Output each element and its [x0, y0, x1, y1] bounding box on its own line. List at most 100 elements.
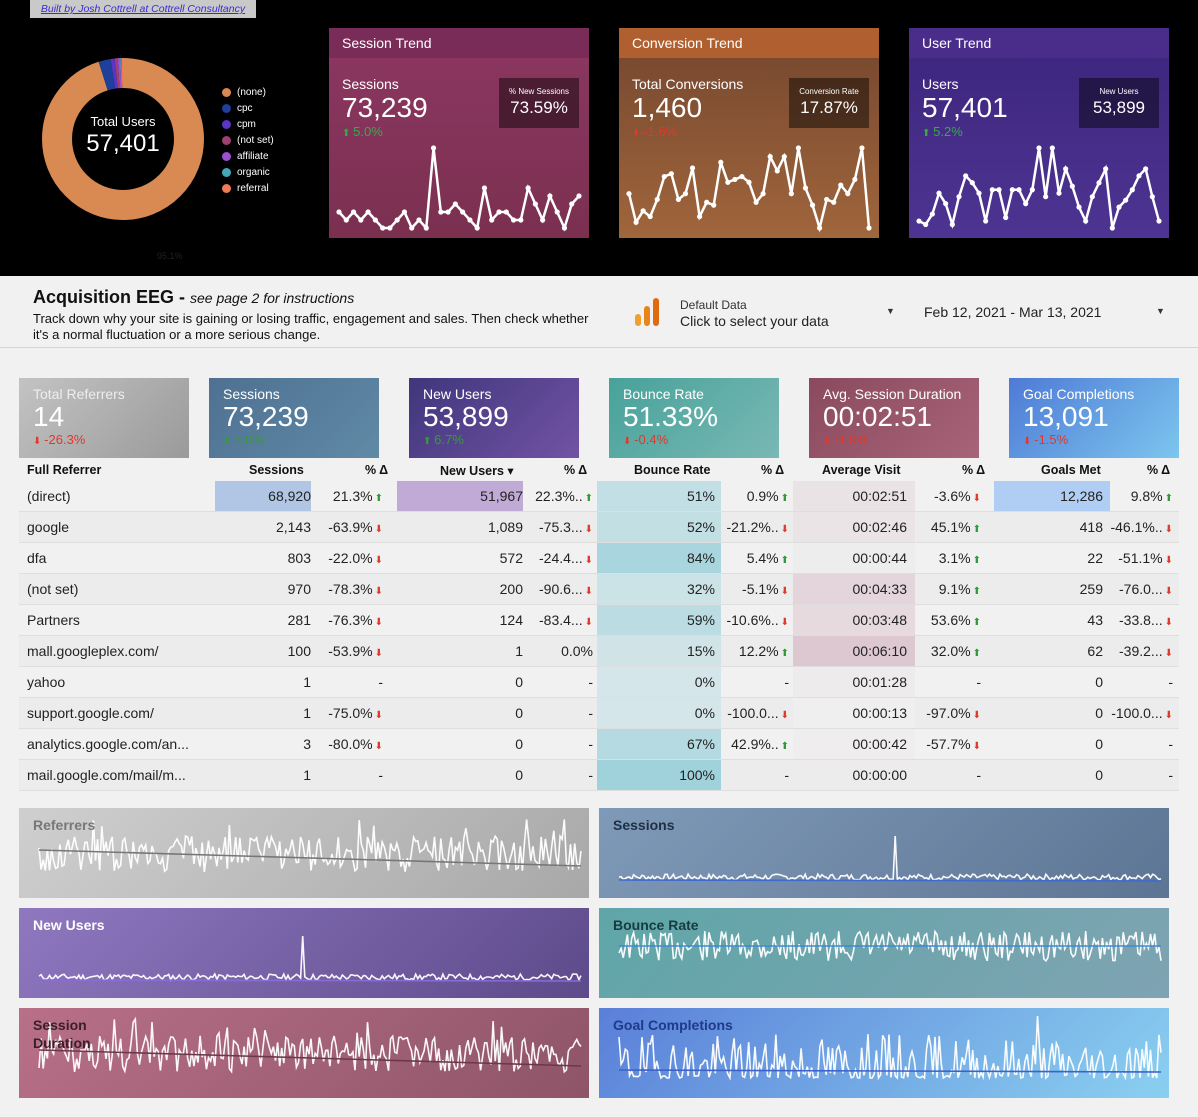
- cell-bd: 42.9%.. ⬆: [731, 729, 789, 759]
- trend-point: [525, 185, 531, 191]
- trend-point: [445, 209, 451, 215]
- arrow-up-icon: ⬆: [972, 648, 981, 659]
- kpi-delta: ⬇ -26.3%: [33, 432, 189, 447]
- cell-nud: -: [588, 698, 593, 728]
- legend-item[interactable]: cpc: [222, 100, 274, 116]
- col-header-new-users[interactable]: New Users ▾: [440, 464, 514, 478]
- table-row[interactable]: Partners 281 -76.3% ⬇ 124 -83.4... ⬇ 59% -10.6%.…: [19, 605, 1179, 636]
- kpi-label: Goal Completions: [1023, 386, 1135, 402]
- trend-secondary-value: 73.59%: [510, 98, 568, 117]
- cell-value: 0: [1095, 705, 1103, 721]
- cell-value: -: [784, 767, 789, 783]
- heatmap-cell-a: [793, 481, 915, 511]
- referrer-cell[interactable]: support.google.com/: [27, 705, 154, 721]
- chevron-down-icon[interactable]: ▼: [1156, 306, 1165, 316]
- trend-card-title: Conversion Trend: [619, 28, 879, 58]
- table-row[interactable]: google 2,143 -63.9% ⬇ 1,089 -75.3... ⬇ 52% -21.2…: [19, 512, 1179, 543]
- heatmap-cell-b: [597, 760, 721, 790]
- referrer-cell[interactable]: mail.google.com/mail/m...: [27, 767, 186, 783]
- table-row[interactable]: support.google.com/1 -75.0% ⬇ 0-0% -100.0...…: [19, 698, 1179, 729]
- kpi-delta: ⬇ -1.9%: [823, 432, 979, 447]
- cell-nu: 572: [500, 543, 523, 573]
- cell-s: 1: [303, 667, 311, 697]
- col-header-bounce-delta[interactable]: % Δ: [761, 463, 785, 477]
- trend-point: [824, 196, 830, 203]
- col-header-referrer[interactable]: Full Referrer: [27, 463, 102, 477]
- col-header-new-users-delta[interactable]: % Δ: [564, 463, 588, 477]
- cell-g: 418: [1080, 512, 1103, 542]
- referrer-cell[interactable]: (direct): [27, 488, 71, 504]
- col-header-goals-delta[interactable]: % Δ: [1147, 463, 1171, 477]
- col-header-avg-delta[interactable]: % Δ: [962, 463, 986, 477]
- trend-sparkline: [336, 145, 582, 232]
- referrer-cell[interactable]: (not set): [27, 581, 79, 597]
- trend-point: [1036, 145, 1042, 151]
- legend-item[interactable]: (not set): [222, 132, 274, 148]
- table-row[interactable]: dfa 803 -22.0% ⬇ 572 -24.4... ⬇ 84% 5.4% ⬆ 00:00:4…: [19, 543, 1179, 574]
- legend-item[interactable]: (none): [222, 84, 274, 100]
- cell-value: 00:00:44: [852, 550, 908, 566]
- user-trend-card: User Trend Users 57,401 ⬆ 5.2% New Users 53,8…: [909, 28, 1169, 238]
- cell-value: 100%: [679, 767, 715, 783]
- cell-s: 970: [288, 574, 311, 604]
- col-header-sessions[interactable]: Sessions: [249, 463, 304, 477]
- credit-link[interactable]: Built by Josh Cottrell at Cottrell Consu…: [30, 0, 256, 18]
- referrer-cell[interactable]: dfa: [27, 550, 47, 566]
- legend-item[interactable]: organic: [222, 164, 274, 180]
- trend-card-body: Users 57,401 ⬆ 5.2% New Users 53,899: [909, 58, 1169, 238]
- heatmap-cell-s: [215, 698, 311, 728]
- sparkline-tile-title: Referrers: [33, 817, 96, 833]
- kpi-delta: ⬇ -0.4%: [623, 432, 779, 447]
- referrer-cell[interactable]: mall.googleplex.com/: [27, 643, 159, 659]
- cell-value: -21.2%..: [726, 519, 779, 535]
- kpi-value: 13,091: [1023, 401, 1109, 432]
- cell-ad: -57.7% ⬇: [926, 729, 981, 759]
- heatmap-cell-b: [597, 698, 721, 728]
- arrow-up-icon: ⬆: [423, 436, 435, 447]
- donut-slice-6[interactable]: [42, 58, 204, 220]
- col-header-goals[interactable]: Goals Met: [1041, 463, 1101, 477]
- data-source-name: Default Data: [680, 298, 747, 312]
- cell-nu: 124: [500, 605, 523, 635]
- legend-item[interactable]: referral: [222, 180, 274, 196]
- arrow-down-icon: ⬇: [374, 586, 383, 597]
- heatmap-cell-g: [994, 698, 1110, 728]
- referrer-cell[interactable]: analytics.google.com/an...: [27, 736, 189, 752]
- col-header-bounce-rate[interactable]: Bounce Rate: [634, 463, 711, 477]
- col-header-avg-visit[interactable]: Average Visit: [822, 463, 901, 477]
- table-row[interactable]: analytics.google.com/an... 3 -80.0% ⬇ 0-67% 4…: [19, 729, 1179, 760]
- table-row[interactable]: (direct) 68,920 21.3% ⬆ 51,967 22.3%.. ⬆ 51% 0.9…: [19, 481, 1179, 512]
- chevron-down-icon[interactable]: ▼: [886, 306, 895, 316]
- trend-card-body: Total Conversions 1,460 ⬇ -1.6% Conversion …: [619, 58, 879, 238]
- table-row[interactable]: yahoo 1 - 0 - 0% - 00:01:28 - 0 -: [19, 667, 1179, 698]
- legend-item[interactable]: affiliate: [222, 148, 274, 164]
- trend-point: [969, 180, 975, 186]
- trend-point: [668, 171, 674, 177]
- kpi-delta-value: -0.4%: [634, 432, 669, 447]
- arrow-down-icon: ⬇: [1164, 648, 1173, 659]
- data-source-icon: [635, 298, 659, 326]
- page-title: Acquisition EEG - see page 2 for instruc…: [33, 287, 355, 307]
- date-range-picker[interactable]: Feb 12, 2021 - Mar 13, 2021: [924, 304, 1102, 320]
- cell-value: -46.1%..: [1110, 519, 1163, 535]
- data-source-selector[interactable]: Click to select your data: [680, 313, 829, 329]
- referrer-cell[interactable]: google: [27, 519, 70, 535]
- cell-g: 43: [1087, 605, 1103, 635]
- col-header-sessions-delta[interactable]: % Δ: [365, 463, 389, 477]
- table-row[interactable]: mall.googleplex.com/100 -53.9% ⬇ 1 0.0% 15% 12…: [19, 636, 1179, 667]
- trend-point: [838, 182, 844, 188]
- legend-item[interactable]: cpm: [222, 116, 274, 132]
- table-row[interactable]: mail.google.com/mail/m... 1 - 0 - 100% - 00:00:…: [19, 760, 1179, 791]
- arrow-down-icon: ⬇: [584, 524, 593, 535]
- sparkline-chart: [38, 819, 582, 873]
- trend-point: [569, 201, 575, 207]
- cell-gd: -: [1168, 760, 1173, 790]
- cell-value: 00:01:28: [852, 674, 908, 690]
- table-row[interactable]: (not set) 970 -78.3% ⬇ 200 -90.6... ⬇ 32% -5.1% ⬇…: [19, 574, 1179, 605]
- cell-s: 2,143: [276, 512, 311, 542]
- referrer-cell[interactable]: yahoo: [27, 674, 66, 690]
- kpi-label: Avg. Session Duration: [823, 386, 962, 402]
- legend-swatch: [222, 119, 231, 129]
- cell-value: 281: [287, 612, 311, 628]
- referrer-cell[interactable]: Partners: [27, 612, 80, 628]
